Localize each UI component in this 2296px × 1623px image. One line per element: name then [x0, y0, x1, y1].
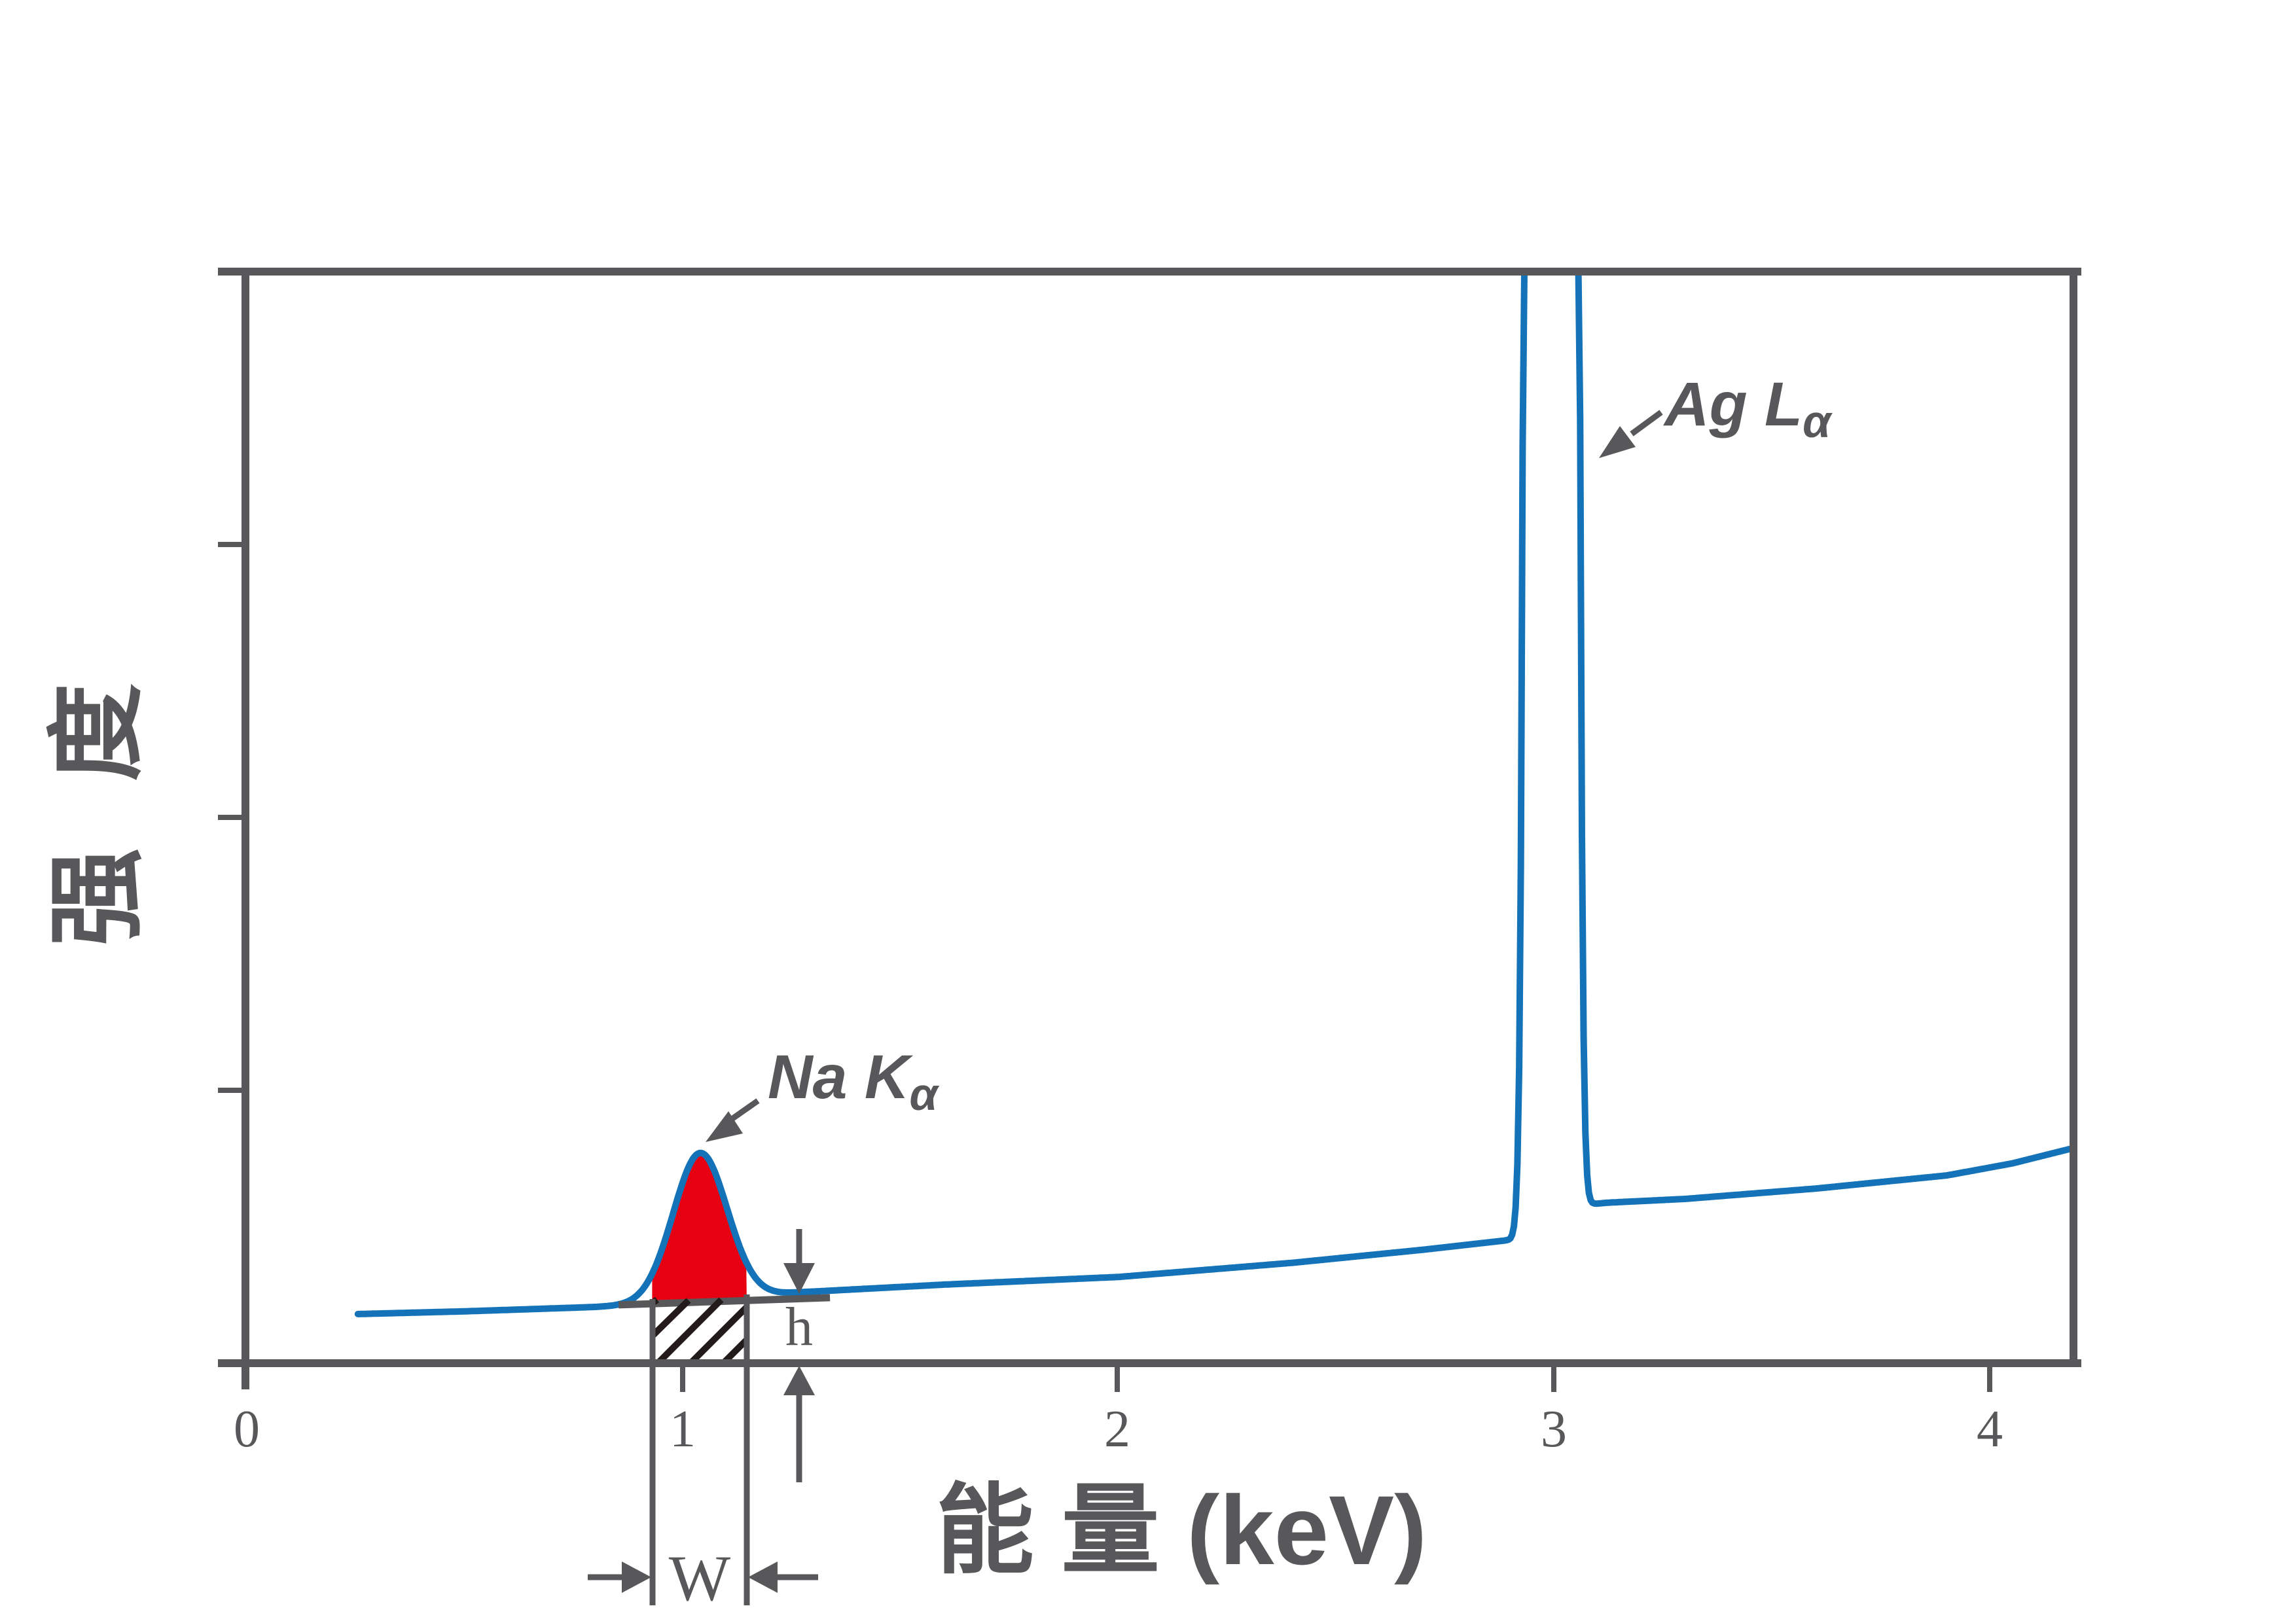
x-axis-ticks [680, 1363, 1992, 1392]
na-arrow-icon [706, 1111, 743, 1142]
x-axis-title: 能 量 (keV) [936, 1475, 1427, 1585]
w-dimension-marker: W [588, 1542, 818, 1614]
x-tick-label-1: 1 [670, 1400, 696, 1458]
h-arrow-up-icon [783, 1366, 815, 1395]
y-axis-ticks [218, 542, 245, 1093]
x-tick-label-3: 3 [1541, 1400, 1567, 1458]
h-dimension-marker: h [783, 1229, 815, 1482]
ag-arrow-icon [1599, 426, 1636, 458]
na-peak-fill-area [652, 1152, 747, 1304]
background-hatch [650, 1296, 749, 1366]
ag-peak-label: Ag Lα [1663, 370, 1833, 447]
spectrum-curve [354, 268, 2075, 1317]
na-peak-label: Na Kα [768, 1043, 939, 1120]
na-peak-annotation: Na Kα [706, 1043, 939, 1142]
y-axis-title: 强 度 [42, 664, 152, 946]
na-arrow-shaft [730, 1098, 760, 1122]
w-arrow-right-icon [748, 1561, 778, 1593]
w-arrow-left-icon [622, 1561, 651, 1593]
x-tick-label-0: 0 [234, 1400, 260, 1458]
x-tick-label-4: 4 [1977, 1400, 2003, 1458]
h-arrow-down-icon [783, 1263, 815, 1294]
ag-arrow-shaft [1630, 410, 1663, 437]
x-tick-label-2: 2 [1104, 1400, 1130, 1458]
h-label: h [785, 1296, 813, 1357]
w-label: W [669, 1542, 731, 1614]
ag-peak-annotation: Ag Lα [1599, 370, 1833, 458]
